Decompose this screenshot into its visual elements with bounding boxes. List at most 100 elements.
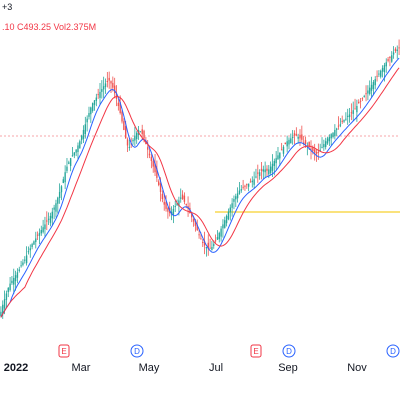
candle-down	[284, 142, 287, 145]
candle-down	[293, 133, 296, 136]
candle-up	[24, 259, 26, 261]
candle-up	[238, 190, 241, 194]
candle-up	[345, 118, 347, 120]
candle-down	[249, 181, 252, 183]
candle-up	[374, 79, 376, 86]
candle-down	[244, 185, 246, 187]
candle-up	[99, 91, 101, 98]
candle-up	[380, 70, 382, 77]
dividend-marker-circle	[282, 344, 296, 358]
candle-down	[158, 181, 160, 185]
candle-up	[367, 90, 369, 94]
candle-down	[266, 168, 268, 171]
candle-down	[301, 134, 303, 140]
candle-up	[42, 227, 44, 233]
candle-up	[58, 191, 61, 198]
candle-down	[46, 220, 48, 222]
candle-up	[372, 82, 375, 90]
candle-up	[334, 129, 336, 137]
candle-up	[22, 262, 24, 265]
candle-down	[354, 108, 356, 110]
candle-up	[5, 293, 8, 300]
candle-up	[2, 304, 4, 314]
candle-up	[363, 96, 365, 98]
event-marker-label: D	[134, 347, 140, 356]
dividend-marker[interactable]: D	[130, 344, 144, 358]
candle-up	[44, 224, 46, 230]
candle-up	[102, 86, 105, 90]
candle-down	[389, 56, 391, 59]
candle-down	[299, 134, 301, 139]
candle-down	[313, 149, 316, 153]
dividend-marker[interactable]: D	[386, 344, 400, 358]
candle-up	[180, 197, 182, 199]
earnings-marker[interactable]: E	[58, 344, 70, 358]
candle-up	[392, 52, 395, 55]
candle-down	[295, 134, 298, 136]
candle-up	[330, 134, 332, 139]
candle-down	[106, 81, 109, 83]
dividend-marker[interactable]: D	[282, 344, 296, 358]
candle-up	[29, 248, 31, 251]
candle-up	[18, 269, 20, 271]
candle-up	[0, 311, 2, 317]
candle-up	[282, 146, 285, 154]
candle-up	[128, 146, 131, 148]
candle-up	[13, 277, 15, 285]
candle-down	[183, 195, 186, 202]
legend-line-1: +3	[2, 2, 12, 12]
candle-up	[227, 211, 230, 220]
candle-up	[91, 103, 94, 111]
candle-up	[381, 67, 384, 72]
candlestick-series	[0, 39, 400, 319]
candle-up	[104, 83, 107, 87]
candle-down	[141, 129, 143, 135]
candle-up	[139, 131, 142, 133]
candle-up	[262, 169, 265, 172]
candle-up	[271, 163, 274, 171]
candle-up	[291, 137, 294, 139]
candle-up	[101, 89, 103, 92]
candle-down	[167, 208, 169, 212]
candle-down	[358, 101, 360, 104]
candle-down	[242, 186, 244, 188]
candle-up	[269, 166, 272, 173]
candle-down	[202, 241, 204, 243]
candle-down	[257, 172, 259, 174]
candle-down	[150, 156, 153, 161]
candle-up	[53, 207, 55, 210]
candle-up	[57, 197, 59, 204]
candle-up	[3, 299, 6, 309]
candle-down	[124, 126, 127, 139]
earnings-marker[interactable]: E	[250, 344, 262, 358]
candle-up	[69, 158, 72, 166]
candle-up	[11, 280, 13, 284]
ma-fast-line	[0, 57, 400, 318]
candle-up	[319, 149, 321, 151]
candle-up	[233, 199, 235, 202]
candle-down	[121, 111, 123, 122]
candle-down	[117, 102, 120, 106]
candle-up	[71, 155, 74, 157]
candle-up	[49, 215, 52, 223]
candle-up	[231, 203, 233, 208]
candle-down	[387, 59, 389, 61]
candle-up	[205, 246, 208, 249]
candle-up	[279, 152, 281, 159]
candle-up	[235, 196, 237, 200]
candle-up	[80, 135, 83, 141]
candle-up	[391, 55, 393, 62]
candle-down	[200, 238, 202, 240]
legend: +3 .10 C493.25 Vol2.375M	[2, 2, 96, 32]
candle-down	[156, 168, 158, 178]
candle-down	[119, 101, 121, 114]
moving-averages	[0, 57, 400, 318]
candle-down	[209, 247, 211, 249]
candle-up	[135, 132, 138, 140]
candle-up	[385, 62, 387, 67]
candle-up	[68, 162, 70, 164]
candle-down	[165, 202, 167, 209]
